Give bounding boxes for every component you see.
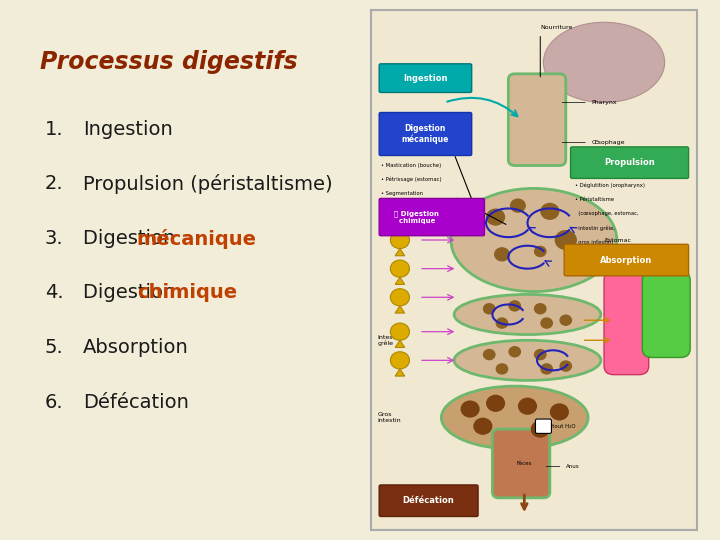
Text: Absorption: Absorption — [600, 255, 652, 265]
Circle shape — [495, 363, 508, 375]
Circle shape — [495, 318, 508, 329]
Circle shape — [390, 260, 410, 277]
Circle shape — [534, 246, 546, 257]
Circle shape — [531, 421, 550, 438]
Text: 4.: 4. — [45, 283, 63, 302]
Text: 1.: 1. — [45, 120, 63, 139]
Text: Estomac: Estomac — [604, 238, 631, 242]
Ellipse shape — [544, 22, 665, 103]
Ellipse shape — [454, 294, 601, 335]
Text: Propulsion (péristaltisme): Propulsion (péristaltisme) — [83, 173, 333, 194]
Text: Fèces: Fèces — [516, 461, 532, 466]
Text: Vaisseau
sanguin: Vaisseau sanguin — [639, 326, 664, 337]
FancyBboxPatch shape — [508, 74, 566, 165]
Text: (cœsophage, estomac,: (cœsophage, estomac, — [575, 211, 639, 217]
Text: Digestion
mécanique: Digestion mécanique — [402, 124, 449, 144]
Polygon shape — [395, 248, 405, 256]
FancyBboxPatch shape — [604, 272, 649, 375]
Text: 5.: 5. — [45, 338, 63, 357]
Ellipse shape — [441, 386, 588, 449]
Polygon shape — [395, 340, 405, 347]
Circle shape — [486, 395, 505, 412]
Circle shape — [559, 314, 572, 326]
Text: Ingestion: Ingestion — [403, 73, 448, 83]
FancyBboxPatch shape — [570, 147, 688, 178]
Polygon shape — [395, 369, 405, 376]
Text: mécanique: mécanique — [137, 228, 257, 249]
Text: Absorption: Absorption — [83, 338, 189, 357]
Circle shape — [390, 323, 410, 340]
Ellipse shape — [454, 340, 601, 380]
Text: Œsophage: Œsophage — [591, 140, 625, 145]
Text: Intestin
grêle: Intestin grêle — [377, 335, 401, 346]
Circle shape — [390, 232, 410, 248]
Text: Vaisseau
lympha-
tique: Vaisseau lympha- tique — [639, 283, 664, 300]
FancyBboxPatch shape — [379, 64, 472, 92]
Circle shape — [390, 289, 410, 306]
Circle shape — [550, 403, 569, 421]
Text: Anus: Anus — [566, 464, 580, 469]
Text: Digestion: Digestion — [83, 283, 181, 302]
Circle shape — [486, 208, 505, 226]
Circle shape — [518, 397, 537, 415]
FancyBboxPatch shape — [536, 419, 552, 434]
Polygon shape — [395, 306, 405, 313]
Text: 🔥 Digestion
  chimique: 🔥 Digestion chimique — [394, 210, 438, 224]
Circle shape — [510, 199, 526, 213]
Bar — [371, 10, 697, 530]
Text: Gros
intestin: Gros intestin — [377, 412, 401, 423]
Circle shape — [540, 202, 559, 220]
Text: • Mastication (bouche): • Mastication (bouche) — [381, 163, 441, 167]
Circle shape — [473, 417, 492, 435]
Text: • Péristaltisme: • Péristaltisme — [575, 197, 614, 202]
Circle shape — [483, 303, 495, 314]
Circle shape — [483, 349, 495, 360]
FancyBboxPatch shape — [492, 429, 550, 498]
FancyBboxPatch shape — [379, 485, 478, 516]
Circle shape — [540, 363, 553, 375]
FancyBboxPatch shape — [564, 244, 688, 276]
Text: Propulsion: Propulsion — [604, 158, 655, 167]
Circle shape — [534, 349, 546, 360]
Text: Défécation: Défécation — [83, 393, 189, 412]
Text: 6.: 6. — [45, 393, 63, 412]
Text: gros intestin): gros intestin) — [575, 240, 613, 245]
Polygon shape — [395, 277, 405, 285]
Circle shape — [494, 247, 510, 261]
Text: Pharynx: Pharynx — [591, 100, 617, 105]
Circle shape — [559, 360, 572, 372]
Circle shape — [508, 300, 521, 312]
Text: • Segmentation: • Segmentation — [381, 191, 423, 197]
FancyBboxPatch shape — [642, 272, 690, 357]
Text: Surtout H₂O: Surtout H₂O — [544, 424, 576, 429]
Circle shape — [390, 352, 410, 369]
Circle shape — [554, 230, 577, 250]
FancyBboxPatch shape — [379, 199, 485, 235]
Text: Défécation: Défécation — [402, 496, 454, 505]
Text: Digestion: Digestion — [83, 229, 181, 248]
Text: Processus digestifs: Processus digestifs — [40, 50, 297, 74]
Circle shape — [540, 318, 553, 329]
Text: Nourriture: Nourriture — [540, 25, 572, 30]
Text: intestin grêle,: intestin grêle, — [575, 226, 616, 231]
Ellipse shape — [451, 188, 617, 292]
Text: chimique: chimique — [137, 283, 237, 302]
Text: • Pétrissage (estomac): • Pétrissage (estomac) — [381, 177, 441, 183]
Circle shape — [508, 346, 521, 357]
Circle shape — [534, 303, 546, 314]
Text: Ingestion: Ingestion — [83, 120, 173, 139]
FancyBboxPatch shape — [379, 112, 472, 156]
Text: • Déglutition (oropharynx): • Déglutition (oropharynx) — [575, 183, 645, 188]
Circle shape — [461, 401, 480, 417]
Text: 2.: 2. — [45, 174, 63, 193]
Text: 3.: 3. — [45, 229, 63, 248]
Text: (intestin grêle): (intestin grêle) — [381, 206, 423, 211]
